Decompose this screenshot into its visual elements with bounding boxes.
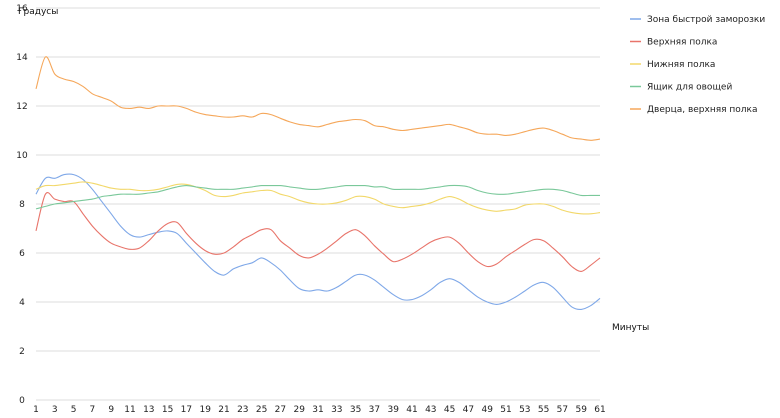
x-tick-label: 7 [90, 405, 96, 415]
x-tick-label: 35 [350, 405, 361, 415]
legend-label: Ящик для овощей [647, 83, 732, 93]
series-line [35, 181, 601, 215]
x-tick-label: 29 [293, 405, 305, 415]
x-tick-label: 37 [369, 405, 380, 415]
x-tick-label: 61 [594, 405, 605, 415]
x-tick-label: 55 [538, 405, 549, 415]
x-tick-label: 11 [124, 405, 135, 415]
y-tick-label: 8 [19, 200, 25, 210]
x-tick-labels: 1 3 5 7 9 11 13 15 17 19 21 23 25 27 29 31 33 35 37 39 41 43 4… [33, 405, 606, 415]
x-tick-label: 13 [143, 405, 154, 415]
y-tick-label: 2 [19, 347, 25, 357]
x-tick-label: 23 [237, 405, 248, 415]
x-tick-label: 15 [162, 405, 173, 415]
x-tick-label: 59 [575, 405, 587, 415]
y-axis-title: Градусы [18, 7, 58, 17]
legend-label: Дверца, верхняя полка [647, 105, 758, 115]
x-tick-label: 9 [108, 405, 114, 415]
legend: Зона быстрой заморозки Верхняя полка Нижня… [630, 15, 765, 115]
x-tick-label: 47 [463, 405, 474, 415]
y-tick-label: 16 [16, 4, 28, 14]
x-tick-label: 27 [275, 405, 286, 415]
y-tick-label: 12 [16, 102, 27, 112]
y-tick-label: 14 [16, 53, 28, 63]
y-tick-label: 0 [19, 396, 25, 406]
x-tick-label: 19 [199, 405, 211, 415]
series-line [35, 192, 601, 272]
x-tick-label: 45 [444, 405, 455, 415]
x-tick-label: 3 [52, 405, 58, 415]
x-tick-label: 5 [71, 405, 77, 415]
series-lines [35, 56, 601, 310]
legend-label: Зона быстрой заморозки [647, 15, 765, 25]
x-tick-label: 49 [481, 405, 493, 415]
x-axis-title: Минуты [612, 323, 649, 333]
y-tick-labels: 0 2 4 6 8 10 12 14 16 [16, 4, 28, 406]
x-tick-label: 39 [387, 405, 399, 415]
series-line [35, 184, 600, 210]
legend-label: Нижняя полка [647, 60, 715, 70]
x-tick-label: 17 [181, 405, 192, 415]
y-tick-label: 4 [19, 298, 25, 308]
x-tick-label: 51 [500, 405, 511, 415]
x-tick-label: 53 [519, 405, 530, 415]
x-tick-label: 57 [557, 405, 568, 415]
x-tick-label: 43 [425, 405, 436, 415]
x-tick-label: 25 [256, 405, 267, 415]
series-line [35, 56, 601, 141]
x-tick-label: 41 [406, 405, 417, 415]
x-tick-label: 21 [218, 405, 229, 415]
x-tick-label: 1 [33, 405, 39, 415]
y-tick-label: 10 [16, 151, 28, 161]
x-tick-label: 31 [312, 405, 323, 415]
x-tick-label: 33 [331, 405, 342, 415]
y-tick-label: 6 [19, 249, 25, 259]
legend-label: Верхняя полка [647, 38, 717, 48]
series-line [35, 173, 601, 310]
